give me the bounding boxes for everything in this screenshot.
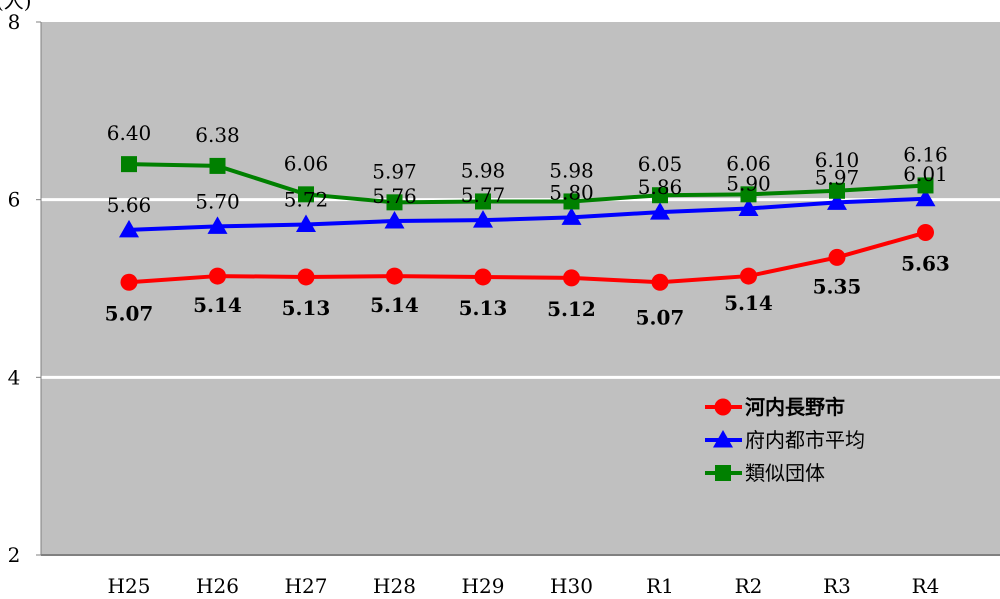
data-label: 6.05 — [638, 152, 683, 176]
data-point — [298, 186, 314, 203]
series-group — [119, 156, 936, 291]
x-tick-labels: H25 H26 H27 H28 H29 H30 R1 R2 R3 R4 — [108, 574, 940, 598]
data-label: 5.14 — [724, 291, 773, 315]
data-label: 5.97 — [815, 165, 860, 189]
legend-label: 類似団体 — [745, 461, 825, 485]
data-point — [915, 188, 936, 207]
data-label: 5.07 — [636, 305, 685, 329]
legend-label: 河内長野市 — [745, 395, 845, 419]
x-tick-label: R2 — [735, 574, 763, 598]
plot-area — [41, 22, 1000, 555]
data-label: 5.98 — [549, 158, 594, 182]
data-label: 5.80 — [549, 180, 594, 204]
data-point — [740, 267, 757, 285]
data-point — [384, 210, 405, 229]
data-label: 5.77 — [461, 183, 506, 207]
data-point — [473, 210, 493, 228]
data-point — [386, 267, 403, 285]
data-label: 5.13 — [282, 296, 331, 320]
y-tick-label: 8 — [8, 10, 21, 34]
data-point — [829, 182, 845, 199]
legend-item-prefecture-average: 府内都市平均 — [705, 428, 865, 452]
data-label: 5.70 — [195, 189, 240, 213]
data-point — [121, 156, 137, 173]
data-point — [740, 186, 757, 203]
data-point — [917, 224, 934, 242]
series-similar-group — [121, 156, 934, 211]
data-point — [209, 267, 226, 285]
data-label: 5.07 — [105, 301, 154, 325]
data-label: 5.35 — [813, 274, 862, 298]
y-tick-label: 4 — [8, 365, 21, 389]
data-label: 5.98 — [461, 158, 506, 182]
data-point — [917, 177, 934, 194]
legend-marker — [715, 465, 731, 481]
series-prefecture-average — [119, 188, 936, 238]
data-label: 5.90 — [726, 172, 771, 196]
data-point — [561, 207, 582, 225]
data-point — [209, 157, 226, 174]
x-tick-label: H30 — [550, 574, 593, 598]
series-kawachinagano — [120, 224, 934, 291]
data-label: 5.14 — [193, 293, 242, 317]
data-point — [120, 273, 138, 291]
x-tick-label: R1 — [646, 574, 674, 598]
legend-marker — [713, 430, 733, 448]
data-labels: 5.07 5.14 5.13 5.14 5.13 5.12 5.07 5.14 5.35 5.63… — [105, 121, 950, 329]
legend-marker — [714, 398, 732, 416]
x-tick-label: R4 — [912, 574, 940, 598]
x-tick-label: H26 — [196, 574, 239, 598]
y-tick-label: 2 — [8, 543, 21, 567]
data-point — [738, 198, 759, 217]
data-point — [386, 194, 403, 211]
series-line — [128, 230, 927, 285]
data-point — [828, 248, 846, 266]
data-point — [563, 269, 580, 287]
data-point — [474, 268, 492, 286]
data-label: 6.40 — [107, 121, 152, 145]
data-label: 5.14 — [370, 293, 419, 317]
data-point — [296, 214, 316, 233]
data-label: 5.97 — [372, 159, 417, 183]
data-label: 6.10 — [815, 148, 860, 172]
legend-item-kawachinagano: 河内長野市 — [705, 395, 845, 419]
x-tick-label: H27 — [285, 574, 328, 598]
data-label: 6.38 — [195, 123, 240, 147]
data-point — [650, 202, 670, 220]
data-label: 6.01 — [903, 162, 948, 186]
data-point — [651, 273, 669, 291]
data-label: 5.12 — [547, 297, 596, 321]
data-point — [207, 216, 228, 234]
data-label: 6.06 — [284, 151, 329, 175]
x-tick-label: R3 — [823, 574, 851, 598]
data-label: 5.76 — [372, 184, 417, 208]
data-label: 5.13 — [459, 296, 508, 320]
data-point — [652, 187, 668, 204]
data-label: 6.16 — [903, 142, 948, 166]
data-label: 5.72 — [284, 188, 329, 212]
x-tick-label: H28 — [373, 574, 416, 598]
x-tick-label: H25 — [108, 574, 151, 598]
data-point — [827, 192, 847, 210]
y-tick-labels: 2 4 6 8 — [8, 10, 21, 567]
x-tick-label: H29 — [462, 574, 505, 598]
series-line — [128, 162, 926, 205]
data-label: 5.63 — [901, 252, 950, 276]
series-line — [128, 196, 926, 232]
y-tick-label: 6 — [8, 188, 21, 212]
data-point — [119, 219, 139, 238]
data-point — [297, 268, 315, 286]
data-point — [475, 193, 491, 210]
data-label: 5.66 — [107, 193, 152, 217]
data-label: 6.06 — [726, 151, 771, 175]
legend-item-similar-group: 類似団体 — [705, 461, 825, 485]
legend-label: 府内都市平均 — [745, 428, 865, 452]
y-unit-label: (人) — [0, 0, 32, 13]
data-point — [563, 193, 580, 210]
data-label: 5.86 — [638, 175, 683, 199]
